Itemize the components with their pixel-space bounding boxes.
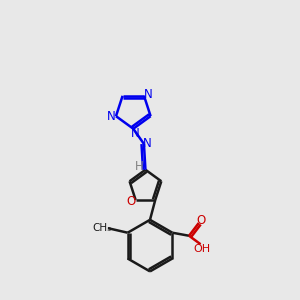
Text: O: O <box>127 195 136 208</box>
Text: OH: OH <box>194 244 211 254</box>
Text: N: N <box>107 110 116 123</box>
Text: H: H <box>134 160 143 173</box>
Text: CH₃: CH₃ <box>93 223 112 232</box>
Text: N: N <box>143 137 152 150</box>
Text: N: N <box>130 127 139 140</box>
Text: O: O <box>196 214 206 227</box>
Text: N: N <box>144 88 153 101</box>
